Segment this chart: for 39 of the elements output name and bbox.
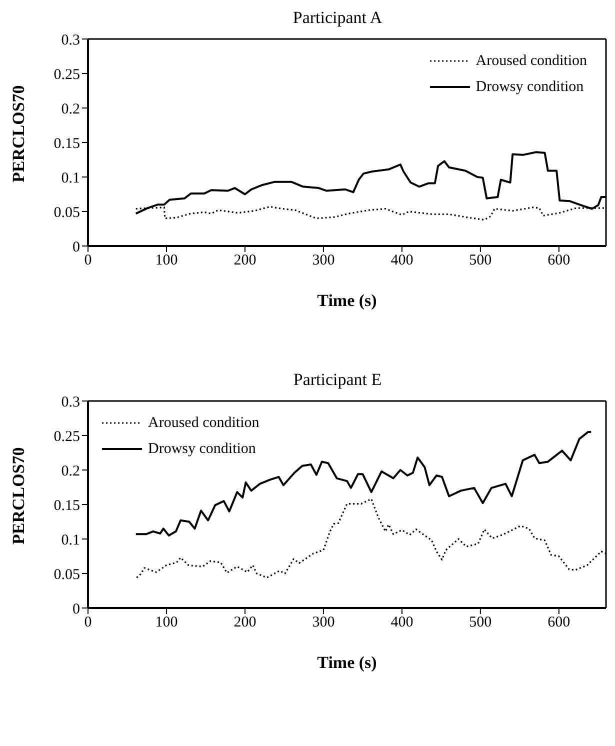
y-tick-label: 0.15 — [54, 498, 80, 514]
y-axis-title: PERCLOS70 — [9, 447, 28, 544]
y-tick-label: 0.2 — [61, 101, 80, 118]
x-axis-title: Time (s) — [317, 291, 377, 310]
x-tick-label: 500 — [469, 252, 492, 269]
x-tick-label: 200 — [234, 614, 256, 631]
x-tick-label: 100 — [155, 614, 178, 631]
x-tick-label: 400 — [390, 614, 414, 631]
y-tick-label: 0.25 — [54, 66, 80, 83]
y-tick-label: 0.2 — [61, 463, 80, 480]
x-tick-label: 100 — [155, 252, 178, 269]
x-tick-label: 0 — [84, 252, 92, 269]
y-tick-label: 0.3 — [61, 394, 80, 410]
line-series — [134, 431, 592, 537]
x-tick-label: 200 — [234, 252, 256, 269]
x-tick-label: 600 — [548, 252, 570, 269]
x-tick-label: 600 — [548, 614, 570, 631]
y-axis-title: PERCLOS70 — [9, 85, 28, 182]
x-axis-title: Time (s) — [317, 653, 377, 672]
x-tick-label: 300 — [312, 614, 335, 631]
y-tick-label: 0.05 — [54, 204, 80, 221]
x-tick-label: 0 — [84, 614, 92, 631]
x-tick-label: 300 — [312, 252, 335, 269]
legend-label: Aroused condition — [148, 414, 260, 433]
y-tick-label: 0 — [72, 601, 80, 618]
x-tick-label: 500 — [469, 614, 492, 631]
y-tick-label: 0.25 — [54, 428, 80, 445]
y-tick-label: 0.1 — [61, 532, 80, 548]
chart-title: Participant E — [292, 370, 383, 391]
y-tick-label: 0.3 — [61, 32, 80, 48]
y-tick-label: 0.1 — [61, 170, 80, 186]
y-tick-label: 0 — [72, 239, 80, 256]
y-tick-label: 0.15 — [54, 136, 80, 152]
chart-title: Participant A — [292, 8, 384, 29]
x-tick-label: 400 — [390, 252, 414, 269]
legend-label: Aroused condition — [476, 52, 587, 71]
legend-label: Drowsy condition — [476, 78, 584, 97]
y-tick-label: 0.05 — [54, 566, 80, 583]
legend-label: Drowsy condition — [148, 440, 256, 459]
